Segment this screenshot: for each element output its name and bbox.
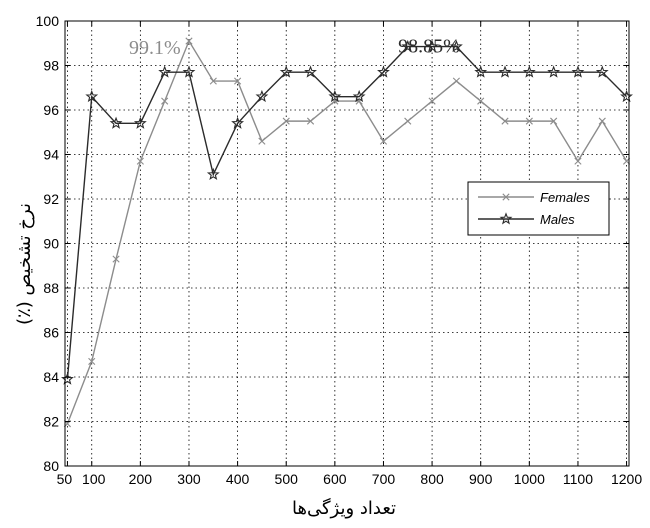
x-tick-label: 700: [372, 471, 396, 487]
y-tick-label: 86: [43, 325, 59, 341]
plot-background: [65, 21, 629, 466]
females-data-point: [136, 157, 144, 165]
males-data-point: [352, 89, 366, 103]
females-data-point: [185, 37, 193, 45]
males-data-point: [425, 39, 439, 53]
males-data-point: [449, 39, 463, 53]
males-data-point: [522, 65, 536, 78]
males-legend-label: Males: [540, 212, 575, 227]
males-data-point: [377, 65, 390, 78]
females-data-point: [501, 117, 509, 125]
females-data-point: [234, 77, 242, 85]
males-data-point: [620, 89, 633, 103]
grid-lines: [65, 20, 629, 467]
females-data-point: [428, 97, 436, 105]
y-tick-label: 100: [36, 13, 60, 29]
annotations: 99.1% 98.85%: [129, 36, 460, 59]
males-data-point: [571, 65, 585, 78]
series-lines: [61, 37, 633, 428]
males-data-point: [158, 65, 172, 78]
legend-box: [467, 181, 610, 236]
males-data-point: [206, 167, 220, 180]
y-tick-label: 96: [43, 102, 59, 118]
x-tick-label: 500: [275, 471, 299, 487]
females-data-point: [574, 157, 582, 165]
males-data-point: [61, 372, 74, 385]
peak-annotation: 99.1%: [129, 37, 181, 59]
x-tick-label: 50: [57, 471, 73, 487]
males-data-point: [474, 65, 488, 78]
x-tick-label: 300: [177, 471, 201, 487]
females-data-point: [209, 77, 217, 85]
males-data-point: [547, 65, 561, 78]
females-legend-marker: [502, 193, 510, 201]
x-tick-label: 1100: [563, 471, 593, 487]
males-data-point: [328, 89, 342, 103]
axis-ticks: 50 100 200 300 400 500 600 700 800 900 1000 1100 120…: [36, 13, 643, 487]
males-data-point: [182, 65, 196, 78]
males-data-point: [401, 39, 415, 53]
females-data-point: [477, 97, 485, 105]
females-data-point: [112, 255, 120, 263]
x-tick-label: 400: [226, 471, 250, 487]
females-data-point: [258, 137, 266, 145]
x-tick-label: 600: [323, 471, 347, 487]
females-series-line: [66, 39, 628, 424]
y-tick-label: 98: [43, 58, 59, 74]
females-data-point: [88, 357, 96, 366]
x-tick-label: 1200: [611, 471, 642, 487]
x-tick-label: 800: [420, 471, 444, 487]
y-tick-label: 92: [43, 191, 59, 207]
females-data-point: [306, 117, 315, 125]
peak-annotation: 98.85%: [398, 36, 460, 58]
y-axis-title: نرخ تشخیص (٪): [14, 203, 35, 325]
males-data-point: [109, 116, 123, 129]
males-series-line: [66, 45, 628, 380]
females-data-point: [525, 117, 533, 125]
x-axis-title: تعداد ویژگی‌ها: [292, 497, 396, 519]
males-data-point: [498, 65, 512, 78]
females-data-point: [161, 97, 169, 105]
y-tick-label: 94: [43, 147, 59, 163]
y-tick-label: 80: [43, 458, 59, 474]
males-data-point: [304, 65, 317, 78]
females-data-point: [282, 117, 290, 125]
males-data-point: [595, 65, 609, 78]
y-tick-label: 82: [43, 414, 59, 430]
legend: Females Males: [467, 181, 610, 236]
y-tick-label: 88: [43, 280, 59, 296]
females-data-point: [452, 77, 460, 85]
x-tick-label: 1000: [514, 471, 545, 487]
females-data-point: [379, 137, 388, 145]
females-data-point: [550, 117, 558, 125]
males-data-point: [255, 89, 269, 103]
y-tick-label: 90: [43, 236, 59, 252]
males-data-point: [133, 116, 147, 129]
females-legend-label: Females: [540, 190, 590, 205]
x-tick-label: 200: [129, 471, 153, 487]
males-legend-marker: [499, 212, 513, 225]
males-data-point: [279, 65, 293, 78]
females-data-point: [598, 117, 606, 125]
y-tick-label: 84: [43, 369, 59, 385]
females-data-point: [404, 117, 412, 125]
males-data-point: [85, 89, 99, 103]
x-tick-label: 900: [469, 471, 493, 487]
males-data-point: [231, 116, 245, 129]
x-tick-label: 100: [82, 471, 106, 487]
